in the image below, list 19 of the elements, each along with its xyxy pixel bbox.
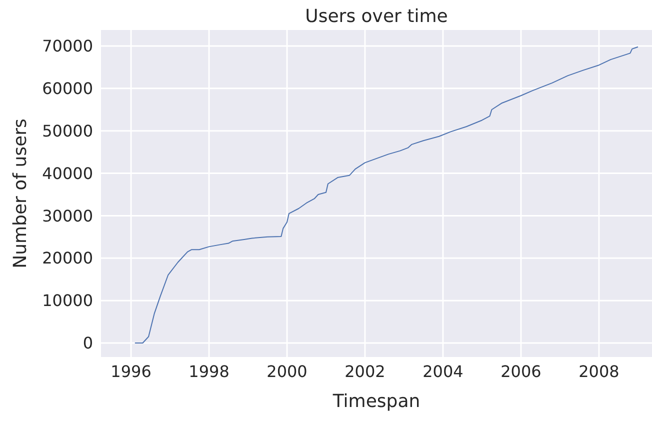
chart-title: Users over time — [305, 6, 448, 27]
y-tick-label: 10000 — [42, 291, 93, 310]
line-series — [134, 46, 638, 344]
x-tick-label: 1998 — [188, 362, 230, 381]
y-axis-title: Number of users — [10, 118, 31, 268]
x-tick-label: 2006 — [500, 362, 542, 381]
y-tick-label: 70000 — [42, 36, 93, 56]
x-tick-label: 1996 — [110, 362, 152, 381]
y-tick-label: 30000 — [42, 206, 93, 226]
x-axis-title: Timespan — [332, 391, 420, 412]
y-tick-label: 0 — [82, 334, 93, 353]
x-tick-label: 2008 — [578, 362, 620, 381]
x-tick-label: 2000 — [266, 362, 308, 381]
y-tick-label: 60000 — [42, 79, 93, 98]
y-tick-label: 20000 — [42, 248, 93, 268]
x-tick-label: 2004 — [422, 362, 464, 381]
y-tick-label: 50000 — [42, 121, 93, 140]
y-tick-label: 40000 — [42, 164, 93, 183]
x-tick-label: 2002 — [344, 362, 386, 381]
